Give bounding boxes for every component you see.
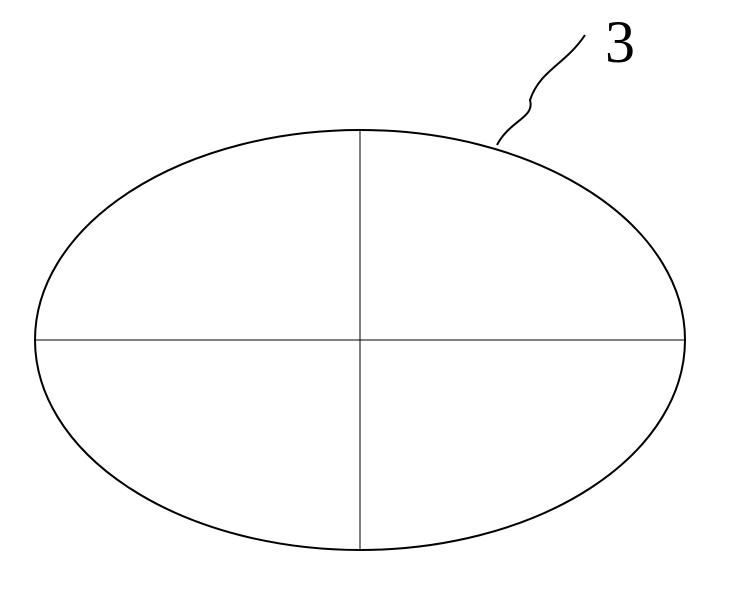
callout-label: 3	[605, 8, 635, 77]
diagram-svg	[0, 0, 738, 600]
diagram-canvas: 3	[0, 0, 738, 600]
callout-curve	[497, 35, 585, 145]
